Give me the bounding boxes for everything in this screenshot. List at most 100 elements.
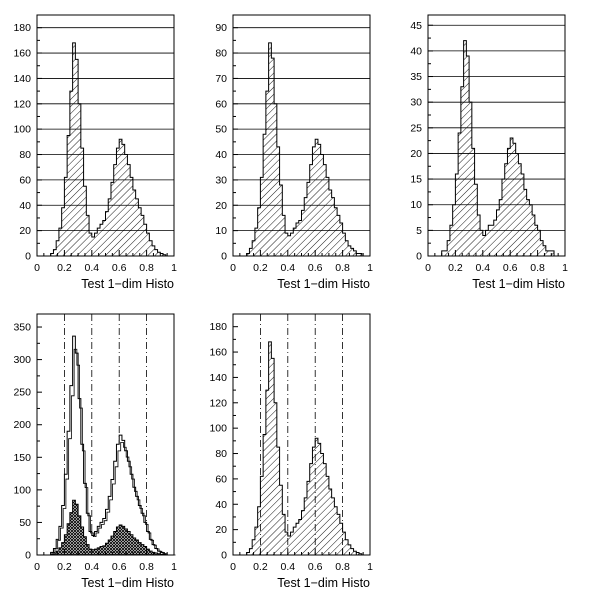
y-tick-label: 10	[215, 225, 227, 237]
y-tick-label: 80	[19, 149, 31, 161]
x-tick-label: 0.4	[84, 262, 99, 274]
histogram-total	[37, 335, 174, 556]
y-tick-label: 300	[13, 354, 31, 366]
x-tick-label: 0.6	[308, 561, 323, 573]
x-tick-label: 1	[562, 262, 568, 274]
y-tick-label: 20	[215, 524, 227, 536]
y-tick-label: 120	[209, 397, 227, 409]
histogram-panel-5: 0 20 40 60 80 100 120 140 160 180 0 0.2 0.4 0.6 0.8 1 Te…	[209, 313, 373, 590]
histogram-panel-3: 0 5 10 15 20 25 30 35 40 45 0 0.2 0.4 0.6 0.8 1 Test 1−d…	[410, 14, 568, 291]
y-tick-label: 180	[13, 22, 31, 34]
y-tick-label: 150	[13, 452, 31, 464]
y-tick-label: 30	[410, 97, 422, 109]
x-axis-title: Test 1−dim Histo	[81, 277, 174, 291]
y-tick-label: 180	[209, 321, 227, 333]
y-tick-label: 20	[215, 200, 227, 212]
y-tick-label: 0	[221, 550, 227, 562]
y-tick-label: 100	[209, 423, 227, 435]
x-tick-label: 0	[230, 561, 236, 573]
x-axis: 0 0.2 0.4 0.6 0.8 1	[230, 250, 373, 274]
y-tick-label: 10	[410, 199, 422, 211]
y-axis: 0 10 20 30 40 50 60 70 80 90	[215, 22, 238, 263]
histogram-bars	[428, 40, 565, 257]
y-tick-label: 160	[13, 48, 31, 60]
x-tick-label: 0.6	[503, 262, 518, 274]
histogram-panel-1: 0 20 40 60 80 100 120 140 160 180 0 0.2 0.4 0.6 0.8 1 Te…	[13, 14, 177, 291]
y-tick-label: 20	[19, 225, 31, 237]
y-tick-label: 35	[410, 71, 422, 83]
histogram-panel-2: 0 10 20 30 40 50 60 70 80 90 0 0.2 0.4 0.6 0.8 1 Test 1−…	[215, 14, 373, 291]
x-tick-label: 0.2	[57, 262, 72, 274]
x-axis: 0 0.2 0.4 0.6 0.8 1	[34, 549, 177, 573]
x-tick-label: 0.2	[253, 561, 268, 573]
y-tick-label: 160	[209, 347, 227, 359]
x-tick-label: 1	[171, 561, 177, 573]
y-tick-label: 40	[410, 45, 422, 57]
histogram-panel-4: 0 50 100 150 200 250 300 350 0 0.2 0.4 0.6 0.8 1 Test …	[13, 313, 177, 590]
y-tick-label: 40	[215, 149, 227, 161]
x-tick-label: 0	[34, 262, 40, 274]
histogram-component	[37, 499, 174, 556]
x-tick-label: 0.2	[448, 262, 463, 274]
y-tick-label: 80	[215, 48, 227, 60]
y-tick-label: 250	[13, 387, 31, 399]
y-axis: 0 50 100 150 200 250 300 350	[13, 322, 42, 562]
x-axis: 0 0.2 0.4 0.6 0.8 1	[230, 549, 373, 573]
y-tick-label: 0	[25, 550, 31, 562]
y-tick-label: 0	[25, 251, 31, 263]
y-axis: 0 5 10 15 20 25 30 35 40 45	[410, 20, 433, 263]
x-tick-label: 0.4	[475, 262, 490, 274]
x-tick-label: 0.4	[280, 561, 295, 573]
y-tick-label: 90	[215, 22, 227, 34]
y-tick-label: 60	[215, 473, 227, 485]
y-tick-label: 350	[13, 322, 31, 334]
y-axis: 0 20 40 60 80 100 120 140 160 180	[13, 22, 42, 263]
x-tick-label: 0.8	[139, 262, 154, 274]
y-tick-label: 40	[19, 200, 31, 212]
x-axis-title: Test 1−dim Histo	[277, 576, 370, 590]
x-axis-title: Test 1−dim Histo	[81, 576, 174, 590]
y-tick-label: 5	[416, 225, 422, 237]
x-tick-label: 0.6	[112, 561, 127, 573]
y-tick-label: 100	[13, 124, 31, 136]
x-tick-label: 0	[230, 262, 236, 274]
y-tick-label: 40	[215, 499, 227, 511]
y-tick-label: 25	[410, 122, 422, 134]
histogram-bars	[37, 42, 174, 257]
y-tick-label: 30	[215, 174, 227, 186]
y-tick-label: 50	[19, 517, 31, 529]
x-tick-label: 0.6	[308, 262, 323, 274]
x-tick-label: 0.4	[280, 262, 295, 274]
y-tick-label: 200	[13, 419, 31, 431]
histogram-bars	[233, 341, 370, 556]
y-tick-label: 100	[13, 484, 31, 496]
grid-lines	[37, 27, 174, 232]
y-tick-label: 20	[410, 148, 422, 160]
x-tick-label: 0.4	[84, 561, 99, 573]
x-tick-label: 0	[34, 561, 40, 573]
grid-lines	[233, 27, 370, 232]
x-tick-label: 0.8	[530, 262, 545, 274]
histogram-bars	[233, 42, 370, 257]
y-tick-label: 140	[13, 73, 31, 85]
x-tick-label: 1	[367, 561, 373, 573]
x-tick-label: 0.2	[253, 262, 268, 274]
y-tick-label: 60	[215, 98, 227, 110]
y-tick-label: 15	[410, 174, 422, 186]
grid-lines	[428, 24, 565, 231]
x-tick-label: 0.2	[57, 561, 72, 573]
y-tick-label: 50	[215, 124, 227, 136]
y-tick-label: 70	[215, 73, 227, 85]
y-tick-label: 140	[209, 372, 227, 384]
x-axis: 0 0.2 0.4 0.6 0.8 1	[34, 250, 177, 274]
y-tick-label: 0	[416, 251, 422, 263]
y-tick-label: 45	[410, 20, 422, 32]
x-tick-label: 1	[367, 262, 373, 274]
x-axis-title: Test 1−dim Histo	[472, 277, 565, 291]
y-tick-label: 80	[215, 448, 227, 460]
y-tick-label: 120	[13, 98, 31, 110]
y-axis: 0 20 40 60 80 100 120 140 160 180	[209, 321, 238, 562]
x-tick-label: 0	[425, 262, 431, 274]
